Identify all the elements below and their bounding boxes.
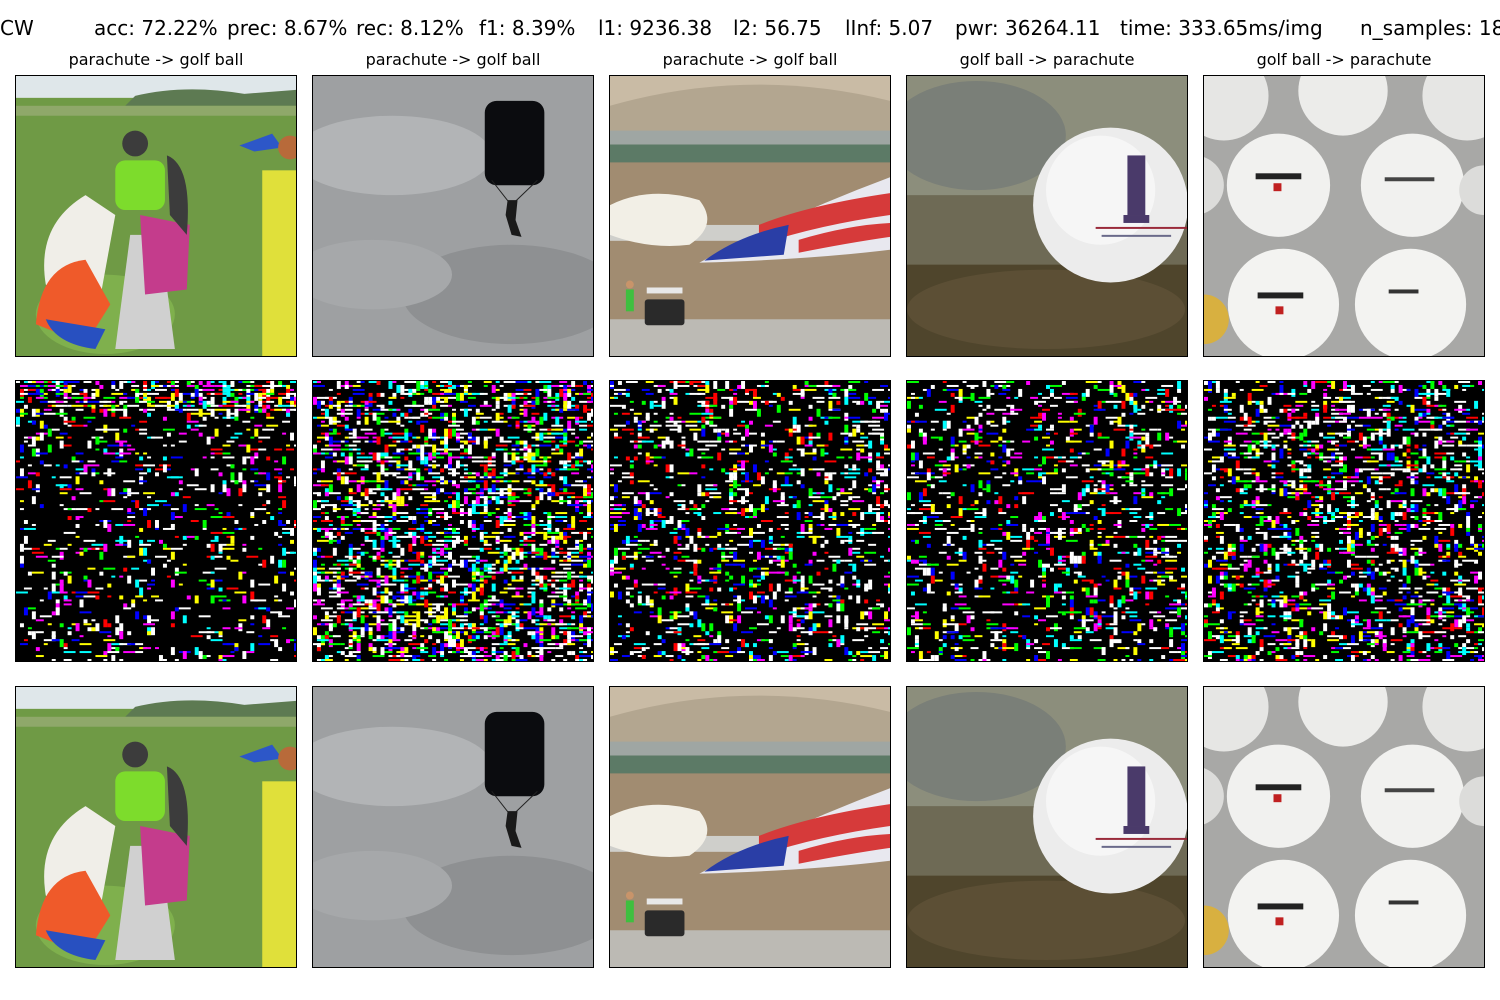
column-title-5: golf ball -> parachute [1256,50,1432,69]
l1-metric: l1: 9236.38 [598,16,713,40]
parachute-field-icon [16,687,296,967]
original-image-4 [906,75,1188,357]
flag-canopy-airfield-icon [610,76,890,356]
original-image-3 [609,75,891,357]
adversarial-image-5 [1203,686,1485,968]
golf-ball-closeup-icon [907,76,1187,356]
adversarial-image-1 [15,686,297,968]
adversarial-image-4 [906,686,1188,968]
golf-balls-pile-icon [1204,76,1484,356]
column-title-2: parachute -> golf ball [365,50,541,69]
adversarial-image-3 [609,686,891,968]
column-title-1: parachute -> golf ball [68,50,244,69]
golf-ball-closeup-icon [907,687,1187,967]
f1-metric: f1: 8.39% [479,16,576,40]
power-metric: pwr: 36264.11 [955,16,1101,40]
perturbation-noise-2 [313,381,593,661]
perturbation-noise-1 [16,381,296,661]
parachute-sky-icon [313,76,593,356]
column-title-4: golf ball -> parachute [959,50,1135,69]
method-label: CW [0,16,34,40]
flag-canopy-airfield-icon [610,687,890,967]
perturbation-noise-5 [1204,381,1484,661]
l2-metric: l2: 56.75 [733,16,822,40]
perturbation-map-1 [15,380,297,662]
perturbation-map-4 [906,380,1188,662]
original-image-5 [1203,75,1485,357]
adversarial-image-2 [312,686,594,968]
perturbation-noise-4 [907,381,1187,661]
recall-metric: rec: 8.12% [356,16,464,40]
time-metric: time: 333.65ms/img [1120,16,1323,40]
original-image-1 [15,75,297,357]
linf-metric: lInf: 5.07 [845,16,934,40]
sample-count: n_samples: 18 [1360,16,1500,40]
golf-balls-pile-icon [1204,687,1484,967]
column-title-3: parachute -> golf ball [662,50,838,69]
perturbation-map-2 [312,380,594,662]
original-image-2 [312,75,594,357]
perturbation-noise-3 [610,381,890,661]
metrics-headline: CW acc: 72.22% prec: 8.67% rec: 8.12% f1… [0,16,1500,40]
perturbation-map-3 [609,380,891,662]
perturbation-map-5 [1203,380,1485,662]
parachute-field-icon [16,76,296,356]
parachute-sky-icon [313,687,593,967]
accuracy-metric: acc: 72.22% [94,16,218,40]
precision-metric: prec: 8.67% [227,16,348,40]
